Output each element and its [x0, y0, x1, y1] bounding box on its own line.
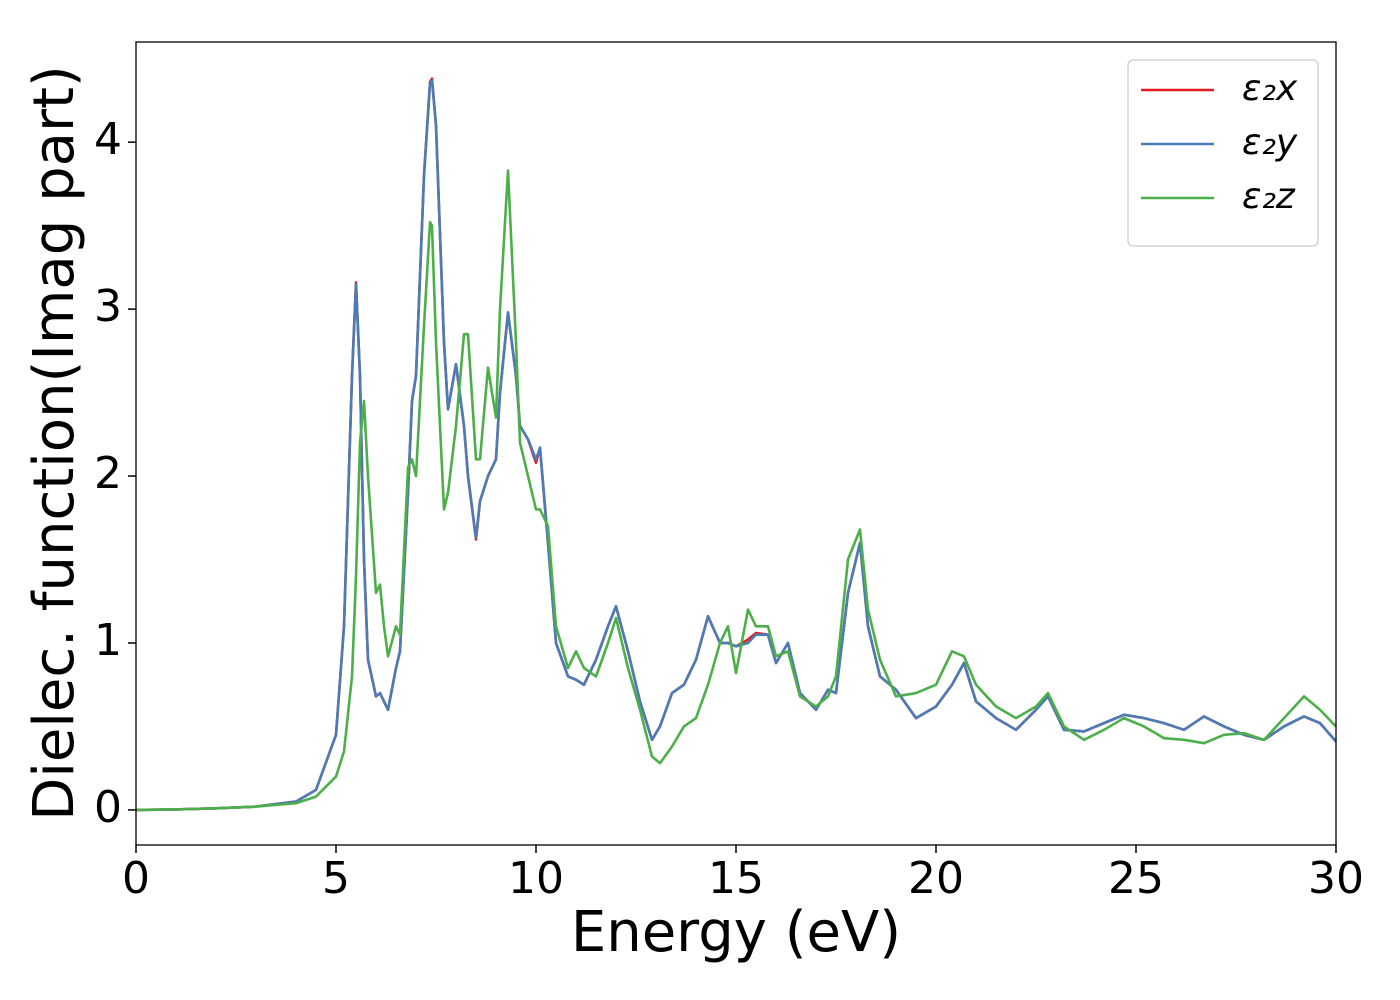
line-series	[135, 79, 1337, 812]
x-axis-label: Energy (eV)	[571, 900, 901, 965]
x-tick-label: 25	[1108, 853, 1164, 904]
y-tick-label: 4	[94, 114, 122, 165]
legend-label: ε₂z	[1242, 176, 1296, 217]
x-tick-label: 20	[908, 853, 964, 904]
legend-label: ε₂y	[1242, 122, 1298, 163]
legend-box	[1127, 59, 1319, 247]
x-tick-label: 5	[322, 853, 350, 904]
line-series	[135, 169, 1337, 812]
x-tick-label: 15	[708, 853, 764, 904]
x-tick-label: 0	[122, 853, 150, 904]
y-tick-label: 1	[94, 615, 122, 666]
legend-label: ε₂x	[1242, 68, 1298, 109]
y-axis-label: Dielec. function(Imag part)	[22, 65, 87, 821]
y-tick-label: 3	[94, 281, 122, 332]
x-tick-label: 10	[508, 853, 564, 904]
y-tick-label: 2	[94, 448, 122, 499]
plot-frame	[135, 41, 1337, 846]
x-tick-label: 30	[1308, 853, 1364, 904]
y-tick-label: 0	[94, 782, 122, 833]
